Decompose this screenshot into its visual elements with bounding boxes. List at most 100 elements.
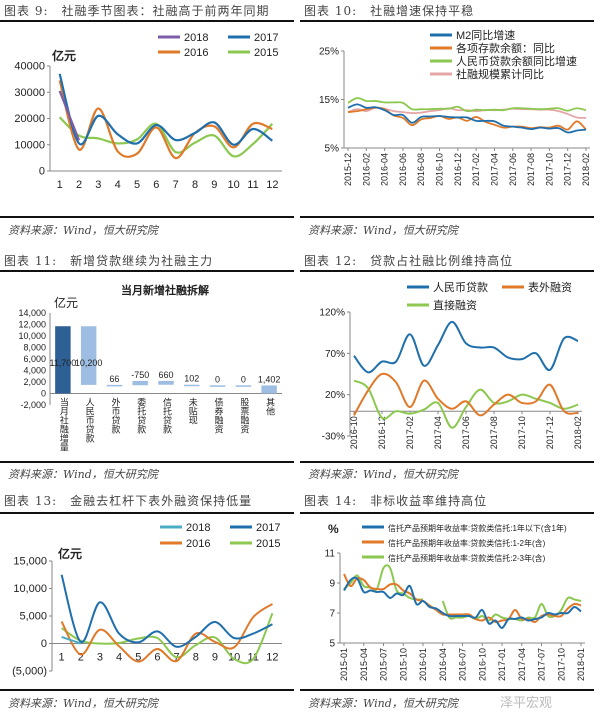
bar-股票融资 <box>235 385 252 387</box>
bar-未贴现 <box>184 384 200 387</box>
source-note: 资料来源：Wind，恒大研究院 <box>8 224 158 237</box>
y-tick-label: 7 <box>329 609 335 620</box>
x-tick-label: 2016-02 <box>361 153 371 186</box>
data-label: 0 <box>241 374 246 384</box>
y-tick-label: 15% <box>319 95 339 106</box>
x-tick-label: 2017-04 <box>489 153 499 186</box>
series-line-表外融资 <box>353 372 579 417</box>
series-line-2016 <box>58 80 273 160</box>
y-tick-label: 9 <box>329 579 335 590</box>
series-line-2016 <box>60 603 273 663</box>
x-tick-label: 2016-10 <box>349 416 359 449</box>
divider <box>300 512 594 514</box>
x-tick-label: 2017-08 <box>489 416 499 449</box>
series-line-2017 <box>60 574 273 648</box>
panel-fig12: 图表 12: 贷款占社融比例维持高位 -30% 20% 70% 120% 2016-10… <box>300 250 596 481</box>
bar-当月社融增量 <box>55 326 71 394</box>
unit-label: 亿元 <box>54 295 78 310</box>
x-category-label: 外币贷款 <box>109 396 120 434</box>
panel-fig14: 图表 14: 非标收益率维持高位 5 7 9 11 2015-01 2015-04 2015… <box>300 490 596 718</box>
legend-label: 2017 <box>254 32 278 44</box>
x-category-label: 债券融资 <box>213 396 224 434</box>
x-tick-label: 2018-02 <box>573 416 583 449</box>
x-tick-label: 2016-10 <box>435 153 445 186</box>
series-line-信托产品预期年收益率:贷款类信托:1-2年(含) <box>343 573 582 624</box>
watermark: 泽平宏观 <box>500 696 553 711</box>
divider <box>300 461 594 463</box>
bar-债券融资 <box>209 385 226 387</box>
x-tick-label: 2017-07 <box>537 648 547 681</box>
y-tick-label: 6,000 <box>23 354 46 364</box>
x-tick-label: 12 <box>266 652 278 664</box>
figure-title: 图表 12: 贷款占社融比例维持高位 <box>304 254 514 268</box>
figure-title: 图表 13: 金融去杠杆下表外融资保持低量 <box>4 494 253 508</box>
legend-label: 人民币贷款 <box>433 280 488 294</box>
y-tick-label: 5,000 <box>19 611 47 623</box>
divider <box>300 270 594 272</box>
unit-label: 亿元 <box>52 48 76 63</box>
x-tick-label: 2016-12 <box>453 153 463 186</box>
y-tick-label: 0 <box>41 389 46 399</box>
data-label: 102 <box>184 374 199 384</box>
y-tick-label: -30% <box>322 432 345 443</box>
fig12-line-chart: -30% 20% 70% 120% 2016-10 2016-12 2017-02 2017-… <box>319 280 583 449</box>
divider <box>0 20 294 22</box>
legend-label: 2016 <box>184 47 208 59</box>
figure-title: 图表 14: 非标收益率维持高位 <box>304 494 488 508</box>
bar-信托贷款 <box>158 380 174 385</box>
y-tick-label: 10,000 <box>13 583 47 595</box>
x-tick-label: 2017-01 <box>497 648 507 681</box>
series-line-2015 <box>61 612 274 665</box>
x-tick-label: 2017-10 <box>544 153 554 186</box>
y-tick-label: 12,000 <box>18 320 46 330</box>
fig10-line-chart: 5% 15% 25% 2015-12 2016-02 2016-04 2016-06 2016… <box>319 28 591 186</box>
y-tick-label: 4,000 <box>23 366 46 376</box>
x-category-label: 委托贷款 <box>135 396 146 434</box>
unit-label: % <box>328 522 339 536</box>
y-tick-label: 70% <box>325 349 345 360</box>
divider <box>0 270 294 272</box>
y-tick-label: 20000 <box>14 113 45 125</box>
divider <box>0 216 294 218</box>
divider <box>0 512 294 514</box>
divider <box>300 216 594 218</box>
legend-label: 2018 <box>184 32 208 44</box>
divider <box>0 689 294 691</box>
series-line-人民币贷款余额同比增速 <box>347 97 587 113</box>
legend-label: 表外融资 <box>528 280 572 294</box>
x-tick-label: 3 <box>95 179 101 191</box>
legend-label: 信托产品预期年收益率:贷款类信托:1年以下(含1年) <box>388 523 567 533</box>
x-tick-label: 5 <box>135 652 141 664</box>
legend-label: 直接融资 <box>433 298 477 312</box>
x-category-label: 人民币贷款 <box>84 397 95 443</box>
y-tick-label: 5% <box>325 144 340 155</box>
series-line-2018 <box>58 90 81 141</box>
panel-fig10: 图表 10: 社融增速保持平稳 5% 15% 25% 2015-12 2016-02 20… <box>300 0 596 240</box>
bar-人民币贷款 <box>80 326 97 385</box>
x-tick-label: 5 <box>134 179 140 191</box>
x-tick-label: 6 <box>154 652 160 664</box>
legend-label: 人民币贷款余额同比增速 <box>456 54 577 68</box>
data-label: 660 <box>158 370 173 380</box>
y-tick-label: 8,000 <box>23 343 46 353</box>
y-tick-label: 10,000 <box>18 331 46 341</box>
y-tick-label: 14,000 <box>18 308 46 318</box>
x-tick-label: 9 <box>212 652 218 664</box>
panel-fig13: 图表 13: 金融去杠杆下表外融资保持低量 (5,000) 0 5,000 10,00… <box>0 490 296 718</box>
x-tick-label: 2017-04 <box>517 648 527 681</box>
series-line-M2同比增速 <box>347 103 587 134</box>
x-tick-label: 9 <box>211 179 217 191</box>
y-tick-label: 15,000 <box>13 556 47 568</box>
x-tick-label: 1 <box>57 179 63 191</box>
x-tick-label: 2018-01 <box>576 648 586 681</box>
series-line-信托产品预期年收益率:贷款类信托:2-3年(含) <box>343 564 424 601</box>
x-tick-label: 7 <box>173 179 179 191</box>
legend-label: 2015 <box>256 538 280 550</box>
x-tick-label: 2017-02 <box>405 416 415 449</box>
x-tick-label: 2015-12 <box>343 153 353 186</box>
figure-title: 图表 9: 社融季节图表：社融高于前两年同期 <box>4 4 270 18</box>
divider <box>0 461 294 463</box>
x-tick-label: 12 <box>266 179 278 191</box>
